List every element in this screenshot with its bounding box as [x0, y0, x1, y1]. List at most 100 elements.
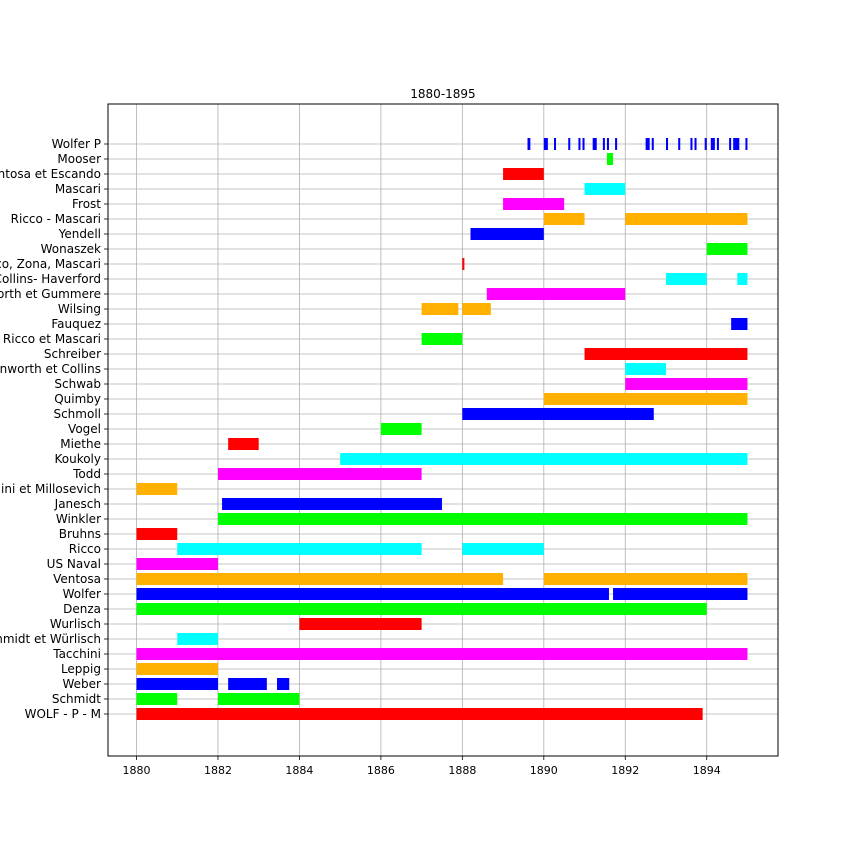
timeline-bar [625, 378, 748, 390]
timeline-bar [177, 633, 218, 645]
timeline-bar [228, 438, 259, 450]
timeline-bar [543, 573, 748, 585]
timeline-bar [222, 498, 442, 510]
y-category-label: Fauquez [51, 317, 101, 331]
timeline-bar [716, 138, 719, 150]
y-category-label: Miethe [60, 437, 101, 451]
timeline-bar [553, 138, 557, 150]
y-category-label: Mascari [55, 182, 101, 196]
y-category-label: Rainworth et Collins [0, 362, 101, 376]
timeline-bar [486, 288, 626, 300]
y-category-label: Schreiber [44, 347, 101, 361]
timeline-bar [136, 603, 707, 615]
timeline-bar [584, 348, 748, 360]
x-tick-label: 1892 [611, 764, 639, 777]
timeline-bar [462, 543, 544, 555]
y-category-label: Schmidt et Würlisch [0, 632, 101, 646]
x-tick-label: 1894 [693, 764, 721, 777]
timeline-bar [136, 708, 703, 720]
timeline-bar [606, 138, 609, 150]
timeline-bar [731, 318, 748, 330]
y-category-label: Weber [63, 677, 102, 691]
timeline-bar [543, 138, 548, 150]
chart-title: 1880-1895 [410, 87, 475, 101]
timeline-bar [462, 258, 465, 270]
timeline-bar [745, 138, 748, 150]
timeline-bar [710, 138, 715, 150]
timeline-bar [704, 138, 707, 150]
y-category-label: Mooser [57, 152, 101, 166]
timeline-bar [543, 393, 748, 405]
y-category-label: Ricco [69, 542, 101, 556]
timeline-bar [217, 513, 748, 525]
timeline-bar [217, 693, 300, 705]
y-category-label: Wolfer [63, 587, 101, 601]
timeline-bars [136, 138, 748, 720]
timeline-bar [678, 138, 681, 150]
timeline-bar [136, 588, 609, 600]
y-category-label: Schmoll [53, 407, 101, 421]
timeline-bar [228, 678, 267, 690]
y-category-label: Ventosa et Escando [0, 167, 101, 181]
y-category-label: Wolfer P [52, 137, 101, 151]
plot-frame [107, 103, 779, 757]
timeline-bar [543, 213, 585, 225]
x-tick-label: 1882 [204, 764, 232, 777]
y-category-label: Janesch [54, 497, 101, 511]
timeline-bar [277, 678, 290, 690]
timeline-bar [136, 693, 178, 705]
timeline-bar [136, 573, 504, 585]
timeline-bar [729, 138, 732, 150]
y-category-label: Tacchini et Millosevich [0, 482, 101, 496]
timeline-bar [613, 588, 748, 600]
y-category-label: Ricco - Mascari [11, 212, 101, 226]
y-category-label: Tacchini [52, 647, 101, 661]
timeline-bar [299, 618, 422, 630]
y-category-label: Koukoly [54, 452, 101, 466]
timeline-bar [421, 303, 459, 315]
timeline-bar [136, 678, 218, 690]
timeline-bar [568, 138, 571, 150]
y-category-label: Schwab [54, 377, 101, 391]
x-tick-label: 1880 [123, 764, 151, 777]
timeline-bar [582, 138, 585, 150]
timeline-bar [177, 543, 422, 555]
y-category-label: Schmidt [52, 692, 101, 706]
timeline-bar [602, 138, 605, 150]
timeline-bar [737, 273, 748, 285]
timeline-bar [136, 648, 748, 660]
y-category-label: Yendell [58, 227, 101, 241]
timeline-bar [217, 468, 422, 480]
timeline-bar [625, 213, 748, 225]
y-category-label: Vogel [68, 422, 101, 436]
timeline-bar [136, 528, 178, 540]
timeline-bar [136, 558, 218, 570]
timeline-bar [503, 198, 565, 210]
y-category-label: WOLF - P - M [25, 707, 101, 721]
x-tick-label: 1890 [530, 764, 558, 777]
timeline-bar [136, 663, 218, 675]
y-category-label: Wonaszek [41, 242, 101, 256]
x-tick-label: 1888 [448, 764, 476, 777]
timeline-bar [527, 138, 531, 150]
timeline-bar [625, 363, 666, 375]
y-category-label: Ricco et Mascari [3, 332, 101, 346]
y-category-label: Todd [72, 467, 101, 481]
timeline-bar [421, 333, 463, 345]
timeline-bar [665, 138, 669, 150]
y-category-label: Wilsing [58, 302, 101, 316]
timeline-bar [136, 483, 178, 495]
y-category-label: Frost [72, 197, 101, 211]
timeline-bar [380, 423, 422, 435]
y-category-label: Wurlisch [50, 617, 101, 631]
timeline-bar [592, 138, 597, 150]
x-tick-label: 1884 [285, 764, 313, 777]
x-axis-ticks: 1880 1882 1884 1886 1888 1890 1892 1894 [123, 756, 721, 777]
y-category-label: US Naval [47, 557, 101, 571]
y-category-label: Rainworth et Gummere [0, 287, 101, 301]
y-axis-labels: WOLF - P - MSchmidtWeberLeppigTacchiniSc… [0, 137, 108, 721]
y-category-label: Bruhns [59, 527, 101, 541]
x-tick-label: 1886 [367, 764, 395, 777]
timeline-bar [690, 138, 693, 150]
